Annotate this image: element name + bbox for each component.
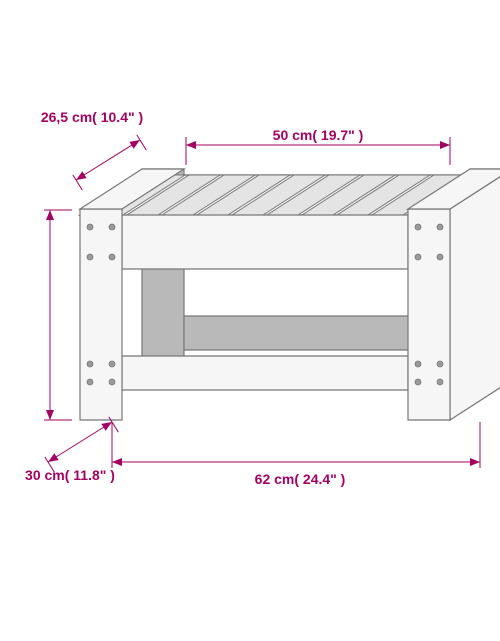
dimension-label: 26,5 cm( 10.4" ) <box>41 109 143 125</box>
dimension-label: 62 cm( 24.4" ) <box>255 471 346 487</box>
dimension-label: 50 cm( 19.7" ) <box>273 127 364 143</box>
dimension-label: 30 cm( 11.8" ) <box>25 467 115 483</box>
